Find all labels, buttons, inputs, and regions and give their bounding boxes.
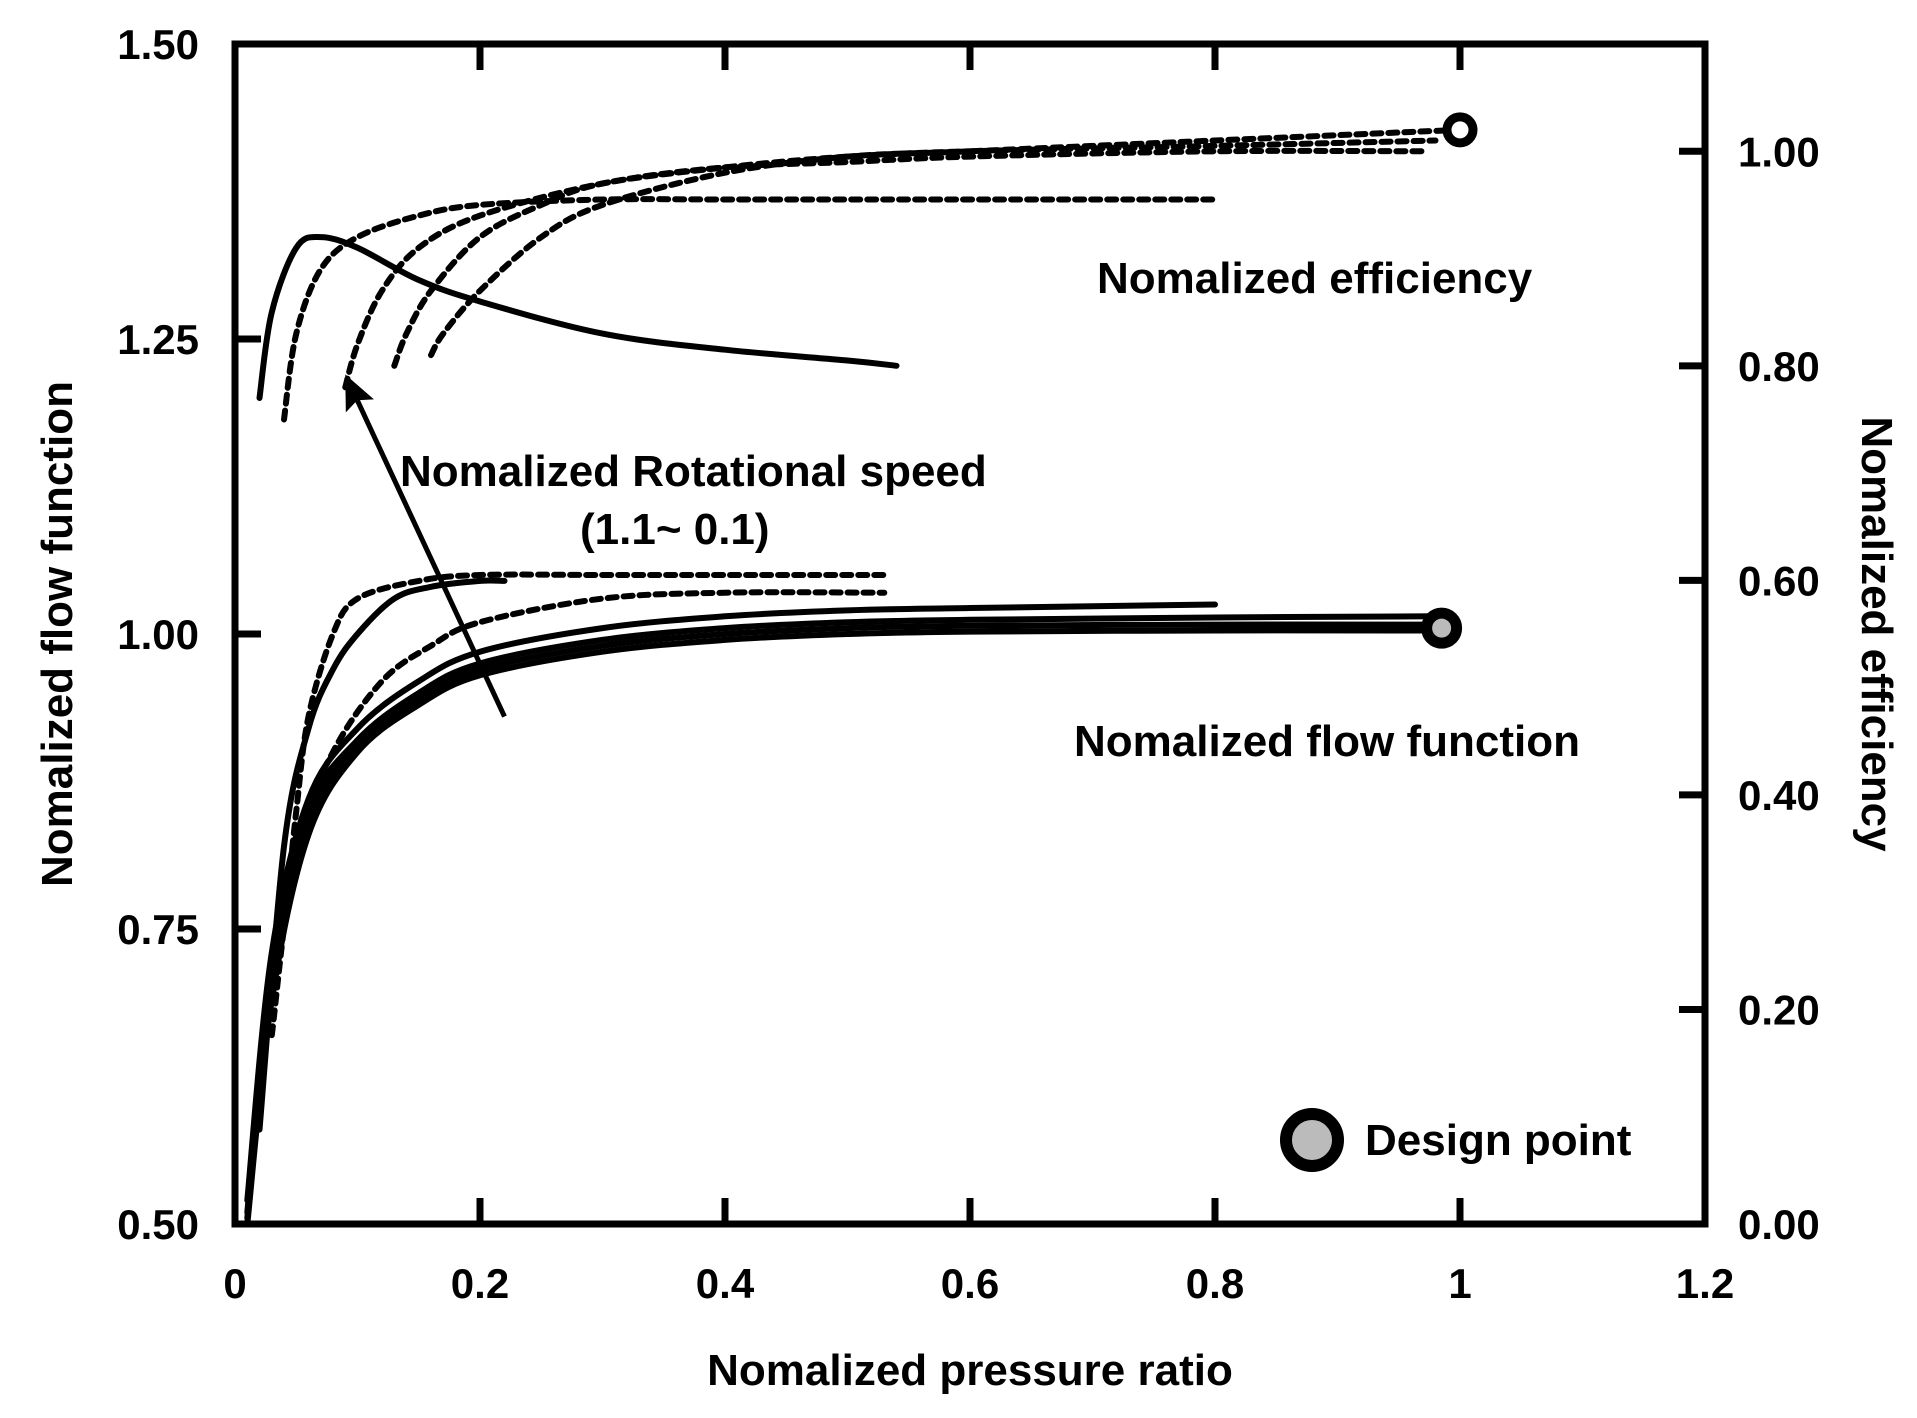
design-point-legend: Design point (1280, 1108, 1632, 1172)
x-tick-label-1: 0.2 (451, 1260, 509, 1307)
x-tick-label-0: 0 (223, 1260, 246, 1307)
x-tick-label-3: 0.6 (941, 1260, 999, 1307)
y2-axis-title: Nomalized efficiency (1852, 416, 1901, 852)
x-tick-label-6: 1.2 (1676, 1260, 1734, 1307)
y-tick-label-1: 0.75 (117, 906, 199, 953)
flow-series-2 (256, 577, 508, 1133)
flow-series-4 (244, 601, 1218, 1204)
speed-arrow-shaft (355, 399, 507, 718)
y2-tick-label-2: 0.40 (1738, 772, 1820, 819)
design-point-efficiency-marker (1442, 112, 1478, 148)
y-tick-label-3: 1.25 (117, 316, 199, 363)
x-tick-label-4: 0.8 (1186, 1260, 1244, 1307)
x-tick-label-5: 1 (1448, 1260, 1471, 1307)
flow-function-annotation: Nomalized flow function (1074, 717, 1580, 766)
y2-tick-label-1: 0.20 (1738, 986, 1820, 1033)
y2-tick-label-0: 0.00 (1738, 1201, 1820, 1248)
flow-series-7 (244, 627, 1439, 1227)
speed-arrow-layer (345, 374, 507, 718)
design-point-flow-marker (1421, 607, 1463, 649)
efficiency-series-4 (391, 137, 1439, 369)
y2-tick-label-3: 0.60 (1738, 557, 1820, 604)
flow-series-5 (244, 613, 1439, 1216)
efficiency-series-1 (256, 234, 900, 401)
y2-tick-label-5: 1.00 (1738, 128, 1820, 175)
design-points-layer (1421, 112, 1478, 649)
y-tick-label-2: 1.00 (117, 611, 199, 658)
ticks-layer: 0 0.2 0.4 0.6 0.8 1 1.2 0.50 0.75 1.00 1.25 1.50 0.0… (117, 21, 1820, 1307)
efficiency-series-5 (428, 126, 1463, 359)
y-tick-label-4: 1.50 (117, 21, 199, 68)
design-point-legend-marker (1280, 1108, 1344, 1172)
x-tick-label-2: 0.4 (696, 1260, 755, 1307)
rotational-speed-annotation: Nomalized Rotational speed (400, 447, 987, 496)
speed-arrow-head (345, 374, 374, 413)
efficiency-series-2 (281, 196, 1218, 423)
rotational-speed-range-annotation: (1.1~ 0.1) (580, 505, 770, 554)
y2-tick-label-4: 0.80 (1738, 343, 1820, 390)
x-axis-title: Nomalized pressure ratio (707, 1346, 1233, 1395)
curves-layer (244, 126, 1463, 1227)
y-tick-label-0: 0.50 (117, 1201, 199, 1248)
design-point-legend-label: Design point (1365, 1116, 1632, 1165)
flow-series-3 (268, 589, 888, 1039)
efficiency-annotation: Nomalized efficiency (1097, 254, 1533, 303)
flow-series-6 (244, 621, 1439, 1222)
y-axis-title: Nomalized flow function (33, 381, 82, 887)
